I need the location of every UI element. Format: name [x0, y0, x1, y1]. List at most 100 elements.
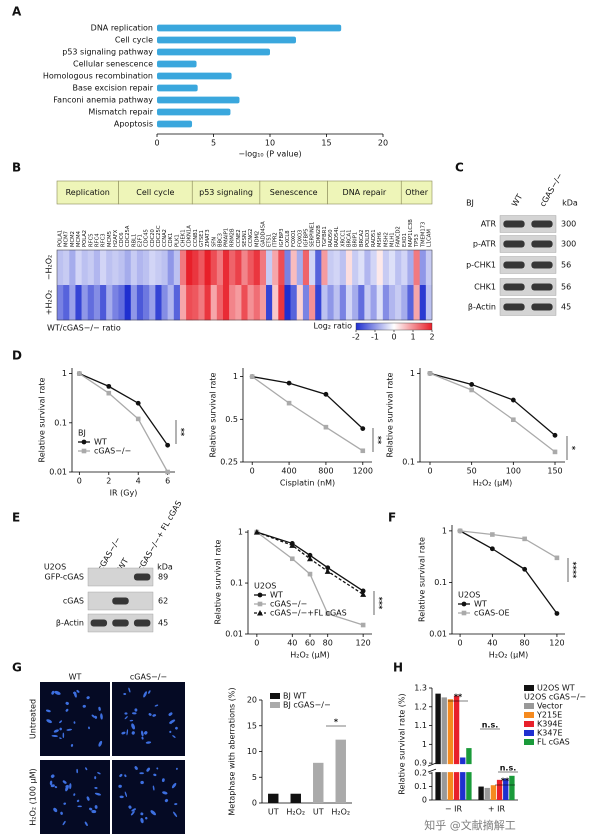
chromosome	[91, 809, 97, 814]
chromosome	[131, 731, 135, 735]
blot-row-label: GFP-cGAS	[45, 573, 84, 582]
y-tick-label: 1	[238, 528, 243, 537]
blot-band	[531, 283, 553, 291]
x-tick-label: 15	[321, 139, 331, 148]
marker	[552, 449, 558, 455]
heatmap-cell	[210, 250, 218, 286]
chromosome	[77, 805, 82, 808]
significance: *	[334, 718, 339, 727]
x-tick-label: 80	[323, 639, 333, 648]
bar	[496, 779, 503, 800]
chromosome	[97, 772, 101, 775]
marker	[554, 555, 560, 561]
gene-label: CDK1	[168, 233, 174, 247]
blot-kda: 300	[561, 220, 576, 229]
gene-label: RAD50	[328, 229, 334, 247]
blot-kda: 56	[561, 283, 571, 292]
panel-label: F	[388, 511, 396, 525]
y-axis-label: Metaphase with aberrations (%)	[228, 687, 237, 815]
chromosome	[171, 782, 177, 789]
legend-label: Y215E	[536, 711, 562, 720]
chromosome	[175, 767, 178, 770]
chromosome	[148, 713, 152, 716]
chromosome	[118, 784, 122, 788]
chromosome	[148, 690, 151, 694]
blot-row-label: β-Actin	[56, 619, 84, 628]
marker	[165, 442, 171, 448]
chromosome	[145, 816, 148, 820]
series-line	[79, 373, 169, 446]
category-label: Apoptosis	[114, 120, 153, 129]
heatmap-cell	[63, 285, 70, 321]
legend-swatch	[524, 739, 534, 745]
axis-break	[428, 764, 518, 773]
colorbar-tick-label: 2	[429, 333, 434, 342]
panel-label: A	[12, 5, 22, 19]
chromosome	[60, 811, 63, 815]
heatmap-cell	[93, 250, 101, 286]
legend-label: cGAS-OE	[474, 609, 510, 618]
marker	[289, 556, 295, 562]
marker	[307, 555, 313, 562]
blot-row-label: CHK1	[474, 283, 496, 292]
unit: kDa	[157, 563, 173, 572]
marker	[469, 387, 474, 393]
series-line	[78, 373, 169, 473]
heatmap-cell	[259, 285, 267, 321]
chromosome	[84, 821, 88, 827]
bar	[503, 778, 509, 800]
blot-band	[531, 303, 553, 311]
panel-label: C	[455, 161, 464, 175]
gene-label: POLA1	[58, 230, 64, 247]
significance: n.s.	[482, 721, 499, 730]
x-tick-label: + IR	[488, 805, 506, 814]
gene-label: BRCA2	[359, 230, 365, 247]
y-tick-label: 20	[247, 696, 257, 705]
chromosome	[53, 729, 59, 733]
group-label: Replication	[66, 188, 110, 197]
y-axis-label: Relative survival rate (%)	[398, 693, 407, 794]
series-line	[459, 530, 558, 559]
heatmap-cell	[413, 250, 421, 286]
heatmap-cell	[57, 285, 64, 321]
legend-label: WT	[474, 600, 487, 609]
gene-label: FANCD2	[396, 226, 402, 247]
gene-label: CDC25C	[156, 225, 162, 247]
chromosome	[156, 767, 159, 770]
heatmap-cell	[241, 285, 248, 321]
gene-label: ITPR2	[273, 232, 279, 247]
heatmap-cell	[413, 285, 421, 321]
legend-label: BJ WT	[283, 692, 306, 701]
chromosome	[100, 713, 103, 720]
chromosome	[76, 689, 80, 693]
blot-row-label: p-CHK1	[466, 261, 496, 270]
gene-label: RFC5	[88, 233, 94, 247]
lane-label: WT	[510, 193, 524, 209]
marker	[461, 601, 467, 607]
heatmap-cell	[198, 250, 205, 286]
heatmap-cell	[309, 250, 316, 286]
gene-label: MSH6	[377, 232, 383, 247]
heatmap-cell	[266, 250, 273, 286]
y-axis-label: Relative survival rate	[214, 539, 223, 624]
gene-label: CHEK1	[181, 229, 187, 247]
y-axis-label: Relative survival rate	[38, 377, 47, 462]
marker	[360, 588, 366, 594]
heatmap-cell	[167, 250, 175, 286]
x-tick-label: H₂O₂	[286, 808, 305, 817]
x-tick-label: 150	[547, 467, 562, 476]
heatmap-cell	[370, 285, 377, 321]
marker	[510, 397, 516, 403]
series-line	[429, 372, 556, 453]
marker	[257, 601, 263, 607]
gene-label: SESN1	[242, 230, 248, 247]
heatmap-cell	[100, 250, 107, 286]
gene-label: CDC45	[144, 229, 150, 247]
chromosome	[51, 735, 58, 737]
legend-title: U2OS	[254, 582, 276, 591]
heatmap-cell	[216, 250, 224, 286]
x-tick-label: 80	[520, 639, 530, 648]
heatmap-frame	[56, 249, 433, 321]
blot-band	[503, 220, 525, 228]
x-tick-label: 40	[487, 639, 497, 648]
